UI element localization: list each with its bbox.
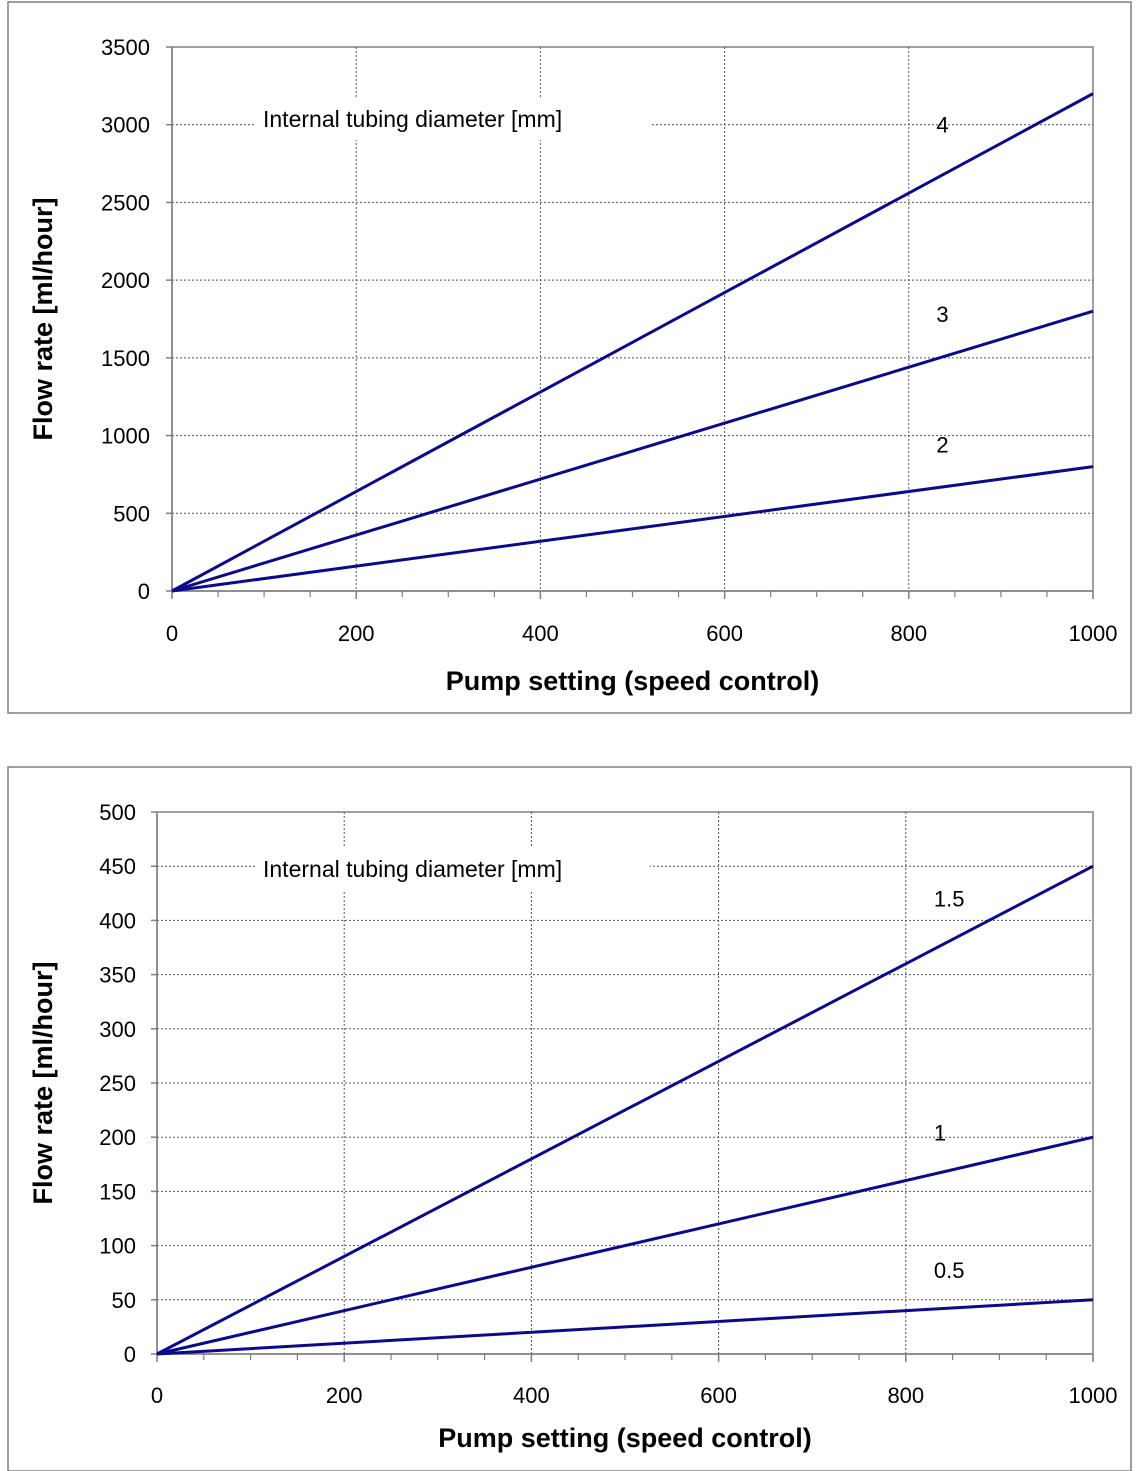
- annotation-background: [256, 97, 650, 140]
- y-axis-title: Flow rate [ml/hour]: [28, 198, 58, 441]
- x-tick-label: 600: [700, 1383, 737, 1408]
- x-tick-label: 1000: [1069, 621, 1118, 646]
- series-label: 3: [936, 302, 948, 327]
- chart-panel-top: Internal tubing diameter [mm] 0 500 1000 150…: [0, 0, 1139, 720]
- flow-rate-chart-small-tubing: Internal tubing diameter [mm] 0 50 100 150 20…: [7, 766, 1132, 1471]
- series-line: [171, 309, 1094, 593]
- x-tick-label: 0: [166, 621, 178, 646]
- y-tick-label: 500: [99, 800, 136, 825]
- series-line: [171, 92, 1094, 593]
- x-tick-label: 0: [151, 1383, 163, 1408]
- legend-title: Internal tubing diameter [mm]: [263, 856, 562, 882]
- x-tick-label: 400: [522, 621, 559, 646]
- y-tick-label: 200: [99, 1125, 136, 1150]
- x-tick-label: 200: [326, 1383, 363, 1408]
- x-tick-label: 400: [513, 1383, 550, 1408]
- x-tick-label: 200: [338, 621, 375, 646]
- x-axis-title: Pump setting (speed control): [438, 1423, 812, 1453]
- y-tick-label: 1500: [101, 346, 150, 371]
- series-label: 1: [934, 1120, 946, 1145]
- y-axis-title: Flow rate [ml/hour]: [28, 962, 58, 1205]
- x-tick-label: 1000: [1069, 1383, 1118, 1408]
- series-line: [156, 864, 1094, 1356]
- annotation-background: [256, 846, 650, 890]
- y-tick-label: 250: [99, 1071, 136, 1096]
- series-label: 0.5: [934, 1258, 965, 1283]
- series-line: [156, 1298, 1094, 1356]
- x-tick-label: 800: [890, 621, 927, 646]
- series-line: [171, 465, 1094, 593]
- y-tick-label: 2500: [101, 190, 150, 215]
- x-axis-title: Pump setting (speed control): [446, 666, 820, 696]
- y-tick-label: 350: [99, 963, 136, 988]
- y-tick-label: 2000: [101, 268, 150, 293]
- y-tick-label: 3000: [101, 113, 150, 138]
- y-tick-label: 100: [99, 1234, 136, 1259]
- legend-title: Internal tubing diameter [mm]: [263, 106, 562, 132]
- series-label: 1.5: [934, 886, 965, 911]
- y-tick-label: 300: [99, 1017, 136, 1042]
- y-tick-label: 400: [99, 908, 136, 933]
- y-tick-label: 3500: [101, 35, 150, 60]
- y-tick-label: 500: [113, 501, 150, 526]
- series-label: 2: [936, 433, 948, 458]
- series-label: 4: [936, 112, 948, 137]
- y-tick-label: 0: [124, 1342, 136, 1367]
- y-tick-label: 150: [99, 1179, 136, 1204]
- y-tick-label: 1000: [101, 424, 150, 449]
- chart-panel-bottom: Internal tubing diameter [mm] 0 50 100 150 20…: [0, 765, 1139, 1471]
- y-tick-label: 0: [138, 579, 150, 604]
- x-tick-label: 600: [706, 621, 743, 646]
- series-line: [156, 1135, 1094, 1356]
- y-tick-label: 50: [112, 1288, 136, 1313]
- x-tick-label: 800: [887, 1383, 924, 1408]
- y-tick-label: 450: [99, 854, 136, 879]
- flow-rate-chart-large-tubing: Internal tubing diameter [mm] 0 500 1000 150…: [7, 1, 1132, 714]
